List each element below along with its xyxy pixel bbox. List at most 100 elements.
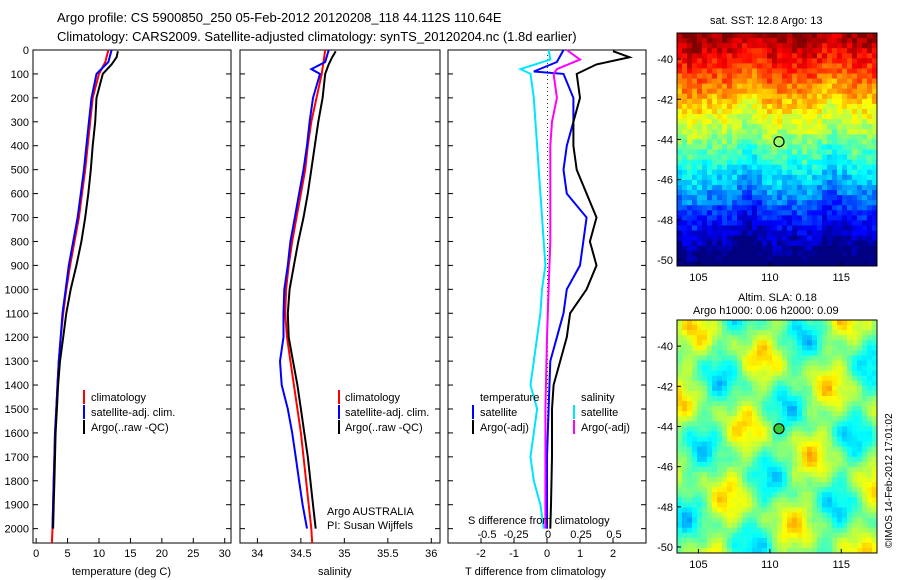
map-cell: [697, 250, 703, 257]
map-cell: [852, 93, 858, 100]
map-cell: [742, 390, 748, 397]
map-cell: [757, 416, 763, 422]
map-cell: [802, 390, 808, 397]
map-cell: [777, 73, 783, 79]
map-cell: [832, 406, 838, 412]
map-cell: [817, 365, 823, 372]
map-cell: [857, 532, 863, 539]
map-cell: [787, 370, 793, 377]
map-cell: [777, 119, 783, 125]
map-cell: [742, 245, 748, 252]
map-cell: [762, 159, 768, 166]
map-cell: [842, 492, 848, 498]
map-cell: [832, 441, 838, 448]
map-cell: [792, 255, 798, 262]
map-cell: [782, 149, 788, 155]
map-cell: [857, 58, 863, 64]
map-cell: [787, 395, 793, 402]
map-cell: [817, 517, 823, 524]
map-cell: [752, 63, 758, 69]
map-cell: [722, 73, 728, 79]
series-line: [51, 49, 113, 529]
map-cell: [752, 522, 758, 529]
map-cell: [862, 421, 868, 427]
map-cell: [727, 340, 733, 346]
map-cell: [737, 38, 743, 44]
map-cell: [707, 335, 713, 341]
map-cell: [807, 451, 813, 458]
map-cell: [702, 58, 708, 64]
map-cell: [712, 320, 718, 326]
map-cell: [737, 461, 743, 468]
map-cell: [862, 411, 868, 417]
map-cell: [832, 482, 838, 488]
map-cell: [687, 411, 693, 417]
map-cell: [792, 159, 798, 166]
map-cell: [677, 184, 683, 191]
map-cell: [722, 235, 728, 242]
map-cell: [772, 93, 778, 100]
map-cell: [777, 370, 783, 377]
map-cell: [692, 119, 698, 125]
map-cell: [797, 482, 803, 488]
map-cell: [827, 103, 833, 110]
map-cell: [837, 507, 843, 513]
map-cell: [872, 144, 878, 150]
map-cell: [682, 139, 688, 145]
map-cell: [757, 451, 763, 458]
map-cell: [817, 436, 823, 442]
map-cell: [832, 210, 838, 216]
map-cell: [817, 210, 823, 216]
map-cell: [702, 345, 708, 351]
map-cell: [757, 103, 763, 110]
map-cell: [822, 532, 828, 539]
map-cell: [757, 179, 763, 186]
map-cell: [787, 38, 793, 44]
map-cell: [737, 68, 743, 74]
map-cell: [872, 451, 878, 458]
map-cell: [697, 174, 703, 181]
map-cell: [707, 103, 713, 110]
map-cell: [752, 542, 758, 549]
map-cell: [722, 108, 728, 115]
map-cell: [787, 144, 793, 150]
map-cell: [832, 33, 838, 39]
y-tick-label: 1600: [5, 428, 29, 440]
sst-map-frame: [676, 32, 878, 267]
map-cell: [692, 230, 698, 237]
y-tick-label: 2000: [5, 524, 29, 536]
map-cell: [742, 235, 748, 242]
map-cell: [737, 492, 743, 498]
map-cell: [712, 245, 718, 252]
map-cell: [862, 466, 868, 473]
map-cell: [742, 527, 748, 534]
map-cell: [872, 53, 878, 59]
map-cell: [727, 542, 733, 549]
map-cell: [792, 477, 798, 483]
map-cell: [772, 395, 778, 402]
map-cell: [762, 63, 768, 69]
map-cell: [842, 200, 848, 206]
map-cell: [752, 320, 758, 326]
map-cell: [872, 517, 878, 524]
map-cell: [767, 68, 773, 74]
map-cell: [872, 245, 878, 252]
map-cell: [782, 446, 788, 453]
map-cell: [687, 365, 693, 372]
map-cell: [777, 517, 783, 524]
map-cell: [827, 335, 833, 341]
map-cell: [862, 255, 868, 262]
map-cell: [862, 507, 868, 513]
map-cell: [762, 547, 768, 554]
map-cell: [777, 401, 783, 407]
x-tick-label: 2: [610, 548, 616, 560]
map-cell: [797, 477, 803, 483]
map-cell: [692, 406, 698, 412]
map-cell: [747, 471, 753, 478]
map-cell: [777, 492, 783, 498]
map-cell: [687, 174, 693, 181]
map-cell: [737, 88, 743, 95]
map-cell: [797, 431, 803, 437]
map-cell: [772, 134, 778, 140]
map-cell: [857, 174, 863, 181]
